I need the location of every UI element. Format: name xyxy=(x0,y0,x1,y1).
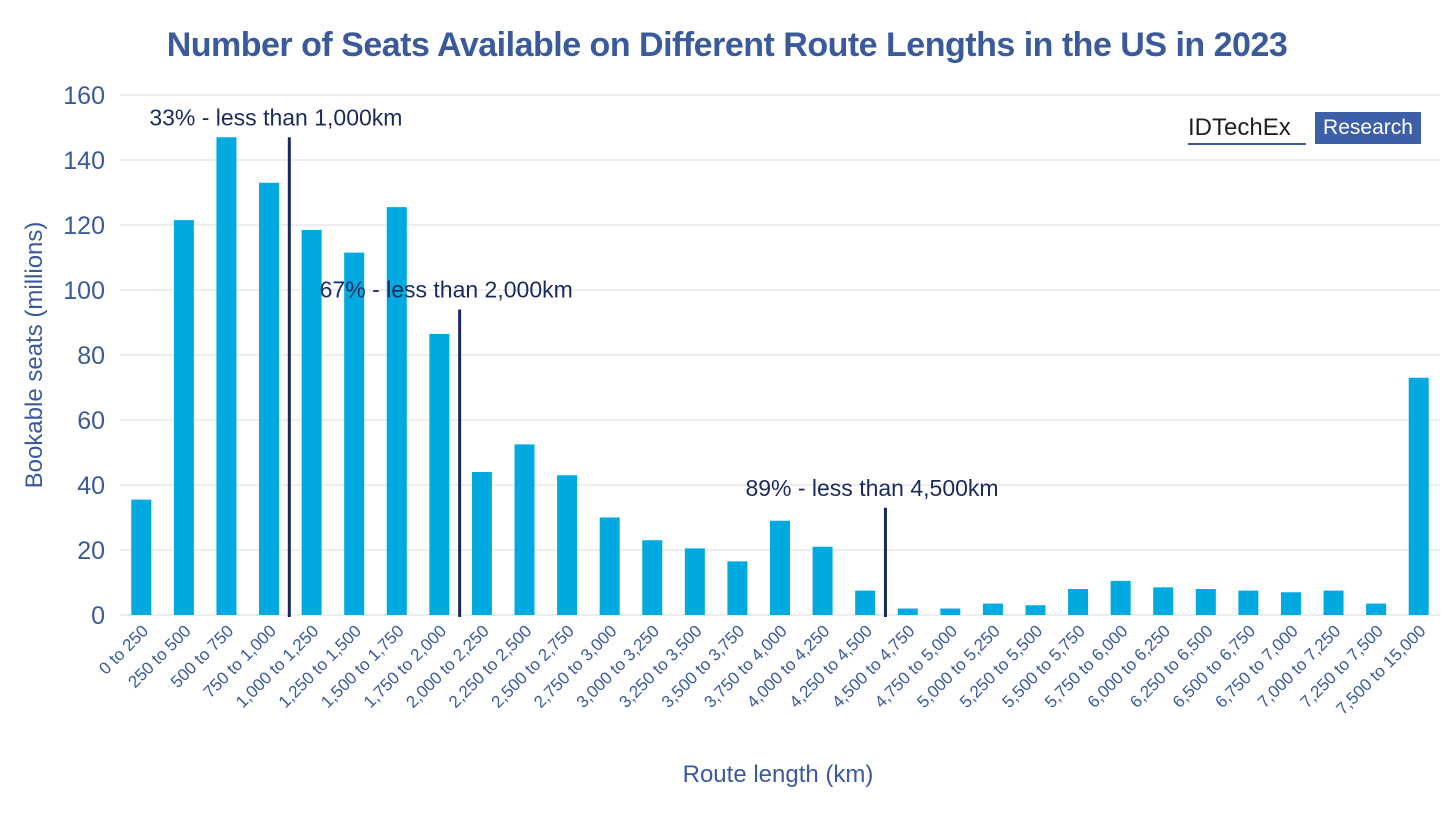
annotation-label: 33% - less than 1,000km xyxy=(149,104,402,130)
bar xyxy=(471,472,492,615)
chart-title: Number of Seats Available on Different R… xyxy=(166,26,1288,64)
bar xyxy=(770,520,790,615)
bar xyxy=(557,475,578,615)
bar xyxy=(429,333,450,615)
bar xyxy=(982,603,1003,615)
y-tick-label: 140 xyxy=(63,147,105,175)
bar xyxy=(855,590,876,615)
bar xyxy=(1195,589,1216,615)
bar xyxy=(642,540,663,615)
bar xyxy=(131,499,152,615)
logo-underline xyxy=(1188,143,1306,145)
y-tick-label: 120 xyxy=(63,212,105,240)
y-tick-label: 0 xyxy=(91,602,105,630)
bar xyxy=(1068,589,1089,615)
bar xyxy=(1323,590,1344,615)
y-tick-label: 160 xyxy=(63,82,105,110)
bars xyxy=(131,137,1429,615)
bar xyxy=(344,252,365,615)
bar xyxy=(897,608,918,615)
y-tick-label: 20 xyxy=(77,537,105,565)
bar xyxy=(727,561,748,615)
bar xyxy=(940,608,961,615)
logo-research-badge: Research xyxy=(1315,112,1421,144)
bar xyxy=(1110,580,1131,615)
bar xyxy=(599,517,620,615)
bar xyxy=(1153,587,1174,615)
y-tick-label: 80 xyxy=(77,342,105,370)
bar xyxy=(1280,592,1301,615)
y-axis-ticks: 0 20 40 60 80 100 120 140 160 xyxy=(63,82,105,630)
annotation-label: 89% - less than 4,500km xyxy=(745,475,998,501)
bar xyxy=(514,444,535,615)
y-tick-label: 40 xyxy=(77,472,105,500)
bar xyxy=(386,207,407,615)
annotation-label: 67% - less than 2,000km xyxy=(320,277,573,303)
y-tick-label: 60 xyxy=(77,407,105,435)
annotations: 33% - less than 1,000km 67% - less than 2… xyxy=(149,104,999,617)
bar xyxy=(1366,603,1387,615)
bar xyxy=(1025,605,1046,615)
logo-brand-text: IDTechEx xyxy=(1188,114,1291,141)
x-axis-label: Route length (km) xyxy=(683,761,874,788)
bar xyxy=(216,137,237,615)
y-tick-label: 100 xyxy=(63,277,105,305)
bar xyxy=(812,546,833,615)
bar xyxy=(1408,377,1429,615)
bar xyxy=(301,229,322,615)
y-axis-label: Bookable seats (millions) xyxy=(21,222,48,489)
bar xyxy=(684,548,705,615)
bar xyxy=(173,220,194,615)
bar xyxy=(1238,590,1259,615)
bar xyxy=(259,182,280,615)
